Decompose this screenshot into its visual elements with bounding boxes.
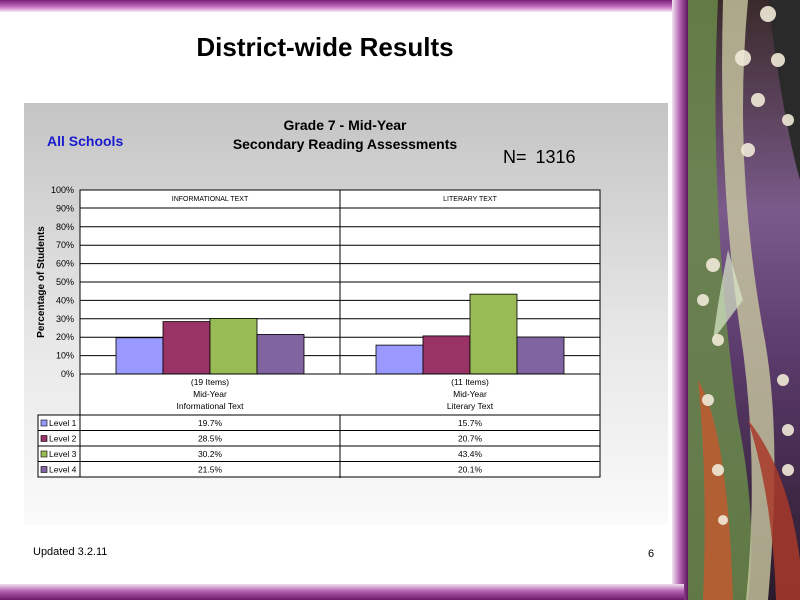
slide-frame-top [0,0,684,12]
data-table-value: 19.7% [198,418,223,428]
data-table-value: 20.7% [458,434,483,444]
bar-level-4 [256,334,305,375]
bar-level-1 [375,344,424,375]
legend-label-level-3: Level 3 [49,449,77,459]
category-label: Mid-Year [453,389,487,399]
y-tick-label: 20% [56,332,74,342]
decorative-kimono-panel [688,0,800,600]
slide-title: District-wide Results [196,32,454,62]
page-number: 6 [648,548,655,560]
legend-swatch-level-4 [40,466,48,473]
bar-level-3 [469,293,518,375]
y-tick-label: 70% [56,240,74,250]
y-tick-label: 80% [56,222,74,232]
y-tick-label: 50% [56,277,74,287]
updated-date: Updated 3.2.11 [33,546,108,558]
y-axis-label: Percentage of Students [36,226,47,338]
category-label-area [79,373,601,416]
y-tick-label: 30% [56,314,74,324]
data-table-value: 20.1% [458,465,483,475]
y-tick-label: 10% [56,351,74,361]
sample-size-label: N= 1316 [503,147,576,167]
category-label: Mid-Year [193,389,227,399]
legend-label-level-2: Level 2 [49,434,77,444]
legend-swatch-level-3 [40,450,48,458]
panel-header-label: INFORMATIONAL TEXT [172,196,249,203]
y-tick-label: 60% [56,259,74,269]
legend-label-level-1: Level 1 [49,418,77,428]
legend-label-level-4: Level 4 [49,465,77,475]
data-table-value: 43.4% [458,449,483,459]
legend-swatch-level-1 [40,419,48,427]
y-tick-label: 0% [61,369,74,379]
data-table-value: 28.5% [198,434,223,444]
chart-subtitle: All Schools [47,133,124,149]
bar-level-2 [162,321,211,375]
data-table-value: 15.7% [458,418,483,428]
category-label: (11 Items) [451,377,489,387]
data-table-value: 30.2% [198,449,223,459]
panel-header-label: LITERARY TEXT [443,196,497,203]
legend-swatch-level-2 [40,435,48,442]
bar-level-3 [209,318,258,375]
y-tick-label: 100% [51,185,74,195]
slide-frame-right [672,0,688,600]
y-tick-label: 90% [56,203,74,213]
category-label: Literary Text [447,401,494,411]
bar-level-2 [422,335,471,375]
category-label: Informational Text [177,401,245,411]
slide-frame-bottom [0,584,684,600]
bar-level-1 [115,337,164,375]
bar-level-4 [516,336,565,375]
chart-title: Grade 7 - Mid-Year Secondary Reading Ass… [200,116,490,154]
data-table-value: 21.5% [198,465,223,475]
y-tick-label: 40% [56,295,74,305]
chart-title-line1: Grade 7 - Mid-Year [283,117,407,133]
category-label: (19 Items) [191,377,229,387]
chart-title-line2: Secondary Reading Assessments [232,136,458,152]
